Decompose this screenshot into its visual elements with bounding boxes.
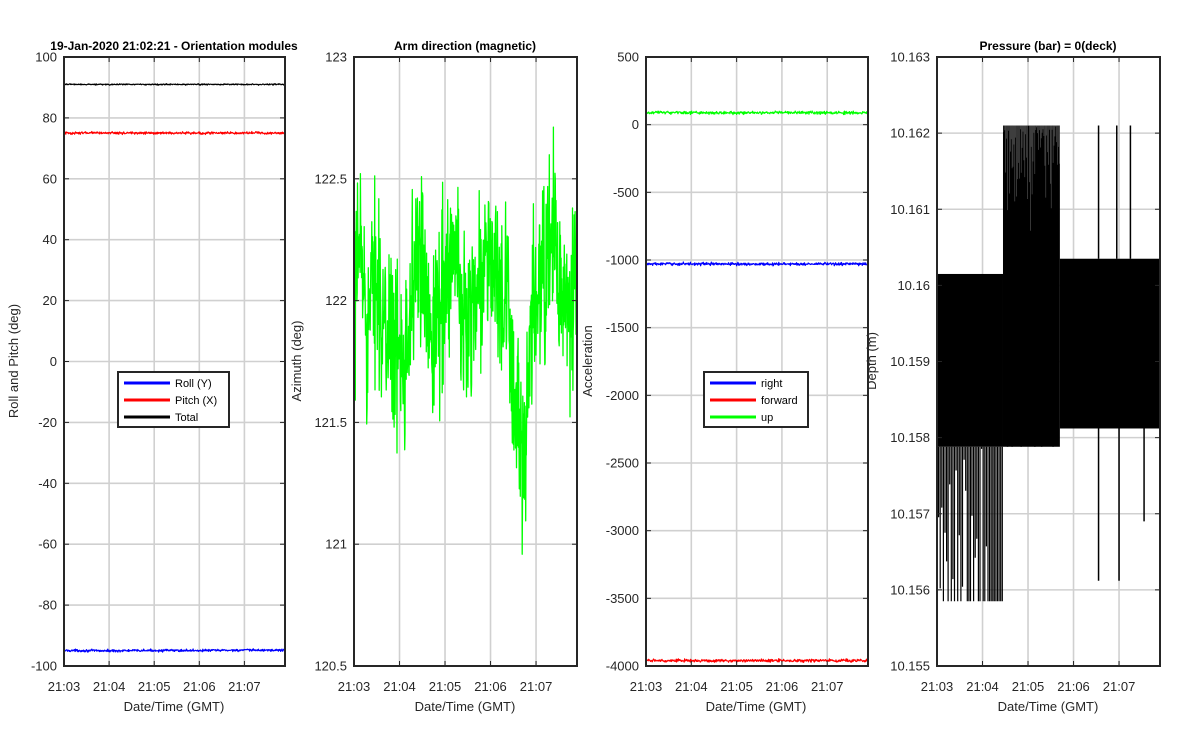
series-line-pitch-x- <box>64 130 285 136</box>
x-tick-label: 21:04 <box>93 679 126 694</box>
x-tick-label: 21:07 <box>1103 679 1136 694</box>
x-axis-label: Date/Time (GMT) <box>124 699 225 714</box>
y-axis-label: Roll and Pitch (deg) <box>6 304 21 418</box>
x-tick-label: 21:05 <box>1012 679 1045 694</box>
y-tick-label: 10.16 <box>897 278 930 293</box>
spike-cluster <box>937 446 1003 602</box>
legend-label-total: Total <box>175 412 198 424</box>
legend-label-up: up <box>761 412 773 424</box>
x-tick-label: 21:04 <box>966 679 999 694</box>
legend-label-pitch: Pitch (X) <box>175 395 217 407</box>
x-axis-label: Date/Time (GMT) <box>706 699 807 714</box>
y-tick-label: 10.158 <box>890 430 930 445</box>
x-tick-label: 21:03 <box>48 679 81 694</box>
arm-direction-panel: Arm direction (magnetic) Date/Time (GMT)… <box>289 39 578 714</box>
y-tick-label: 121 <box>325 537 347 552</box>
series-line-forward <box>646 657 868 664</box>
y-tick-label: 10.157 <box>890 506 930 521</box>
x-tick-label: 21:05 <box>429 679 462 694</box>
x-tick-label: 21:04 <box>675 679 708 694</box>
plot-area <box>64 83 285 653</box>
x-tick-label: 21:07 <box>520 679 553 694</box>
y-axis-label: Azimuth (deg) <box>289 321 304 402</box>
y-tick-label: -1000 <box>606 253 639 268</box>
y-tick-label: 10.163 <box>890 50 930 65</box>
y-tick-label: 40 <box>43 232 57 247</box>
y-tick-label: 100 <box>35 50 57 65</box>
y-tick-label: -500 <box>613 185 639 200</box>
series-depth <box>937 125 1160 602</box>
y-tick-label: -3500 <box>606 591 639 606</box>
y-tick-label: -40 <box>38 476 57 491</box>
y-tick-label: 80 <box>43 110 57 125</box>
y-tick-label: 10.155 <box>890 659 930 674</box>
grid <box>353 56 577 667</box>
y-tick-label: 10.159 <box>890 354 930 369</box>
x-tick-label: 21:03 <box>338 679 371 694</box>
pressure-panel: Pressure (bar) = 0(deck) Date/Time (GMT)… <box>864 39 1161 714</box>
axes-box <box>645 56 869 667</box>
axes-box <box>353 56 578 667</box>
y-tick-label: 0 <box>50 354 57 369</box>
series-line-up <box>646 110 868 116</box>
y-axis-label: Depth (m) <box>864 332 879 390</box>
y-tick-label: -1500 <box>606 320 639 335</box>
acceleration-panel: Date/Time (GMT) Acceleration 21:03 21:04 2… <box>580 50 869 714</box>
x-tick-label: 21:03 <box>630 679 663 694</box>
y-tick-label: -3000 <box>606 523 639 538</box>
y-tick-label: 0 <box>632 117 639 132</box>
y-tick-label: -2000 <box>606 388 639 403</box>
y-tick-label: 10.162 <box>890 126 930 141</box>
x-tick-label: 21:06 <box>766 679 799 694</box>
band-texture <box>1002 125 1060 231</box>
y-tick-label: 120.5 <box>314 659 347 674</box>
y-tick-label: 60 <box>43 171 57 186</box>
y-tick-label: 20 <box>43 293 57 308</box>
y-tick-label: -4000 <box>606 659 639 674</box>
y-tick-label: 122.5 <box>314 171 347 186</box>
panel-title: 19-Jan-2020 21:02:21 - Orientation modul… <box>50 39 298 53</box>
plot-area <box>937 125 1160 602</box>
x-tick-label: 21:07 <box>228 679 261 694</box>
y-tick-label: -20 <box>38 415 57 430</box>
y-tick-label: 123 <box>325 50 347 65</box>
y-tick-label: -80 <box>38 598 57 613</box>
y-tick-label: -60 <box>38 537 57 552</box>
legend-label-right: right <box>761 378 782 390</box>
series-line-azimuth <box>354 126 577 555</box>
series-line-total <box>64 83 285 86</box>
series-line-right <box>646 261 868 267</box>
series-line-roll-y- <box>64 648 285 653</box>
x-tick-label: 21:04 <box>383 679 416 694</box>
y-tick-label: 122 <box>325 293 347 308</box>
x-axis-label: Date/Time (GMT) <box>998 699 1099 714</box>
x-axis-label: Date/Time (GMT) <box>415 699 516 714</box>
y-axis-label: Acceleration <box>580 325 595 397</box>
legend-label-roll: Roll (Y) <box>175 378 212 390</box>
x-tick-label: 21:06 <box>474 679 507 694</box>
x-tick-label: 21:05 <box>138 679 171 694</box>
x-tick-label: 21:07 <box>811 679 844 694</box>
legend: Roll (Y) Pitch (X) Total <box>117 371 230 428</box>
y-tick-label: 10.161 <box>890 202 930 217</box>
orientation-panel: 19-Jan-2020 21:02:21 - Orientation modul… <box>6 39 298 714</box>
x-tick-label: 21:05 <box>720 679 753 694</box>
noise-band <box>1059 258 1160 429</box>
plot-area <box>354 126 577 555</box>
panel-title: Pressure (bar) = 0(deck) <box>979 39 1116 53</box>
plot-area <box>646 110 868 664</box>
x-tick-label: 21:06 <box>1057 679 1090 694</box>
y-tick-label: -100 <box>31 659 57 674</box>
x-tick-label: 21:06 <box>183 679 216 694</box>
y-tick-label: 10.156 <box>890 582 930 597</box>
legend-label-forward: forward <box>761 395 798 407</box>
y-tick-label: -2500 <box>606 456 639 471</box>
panel-title: Arm direction (magnetic) <box>394 39 536 53</box>
x-tick-label: 21:03 <box>921 679 954 694</box>
y-tick-label: 500 <box>617 50 639 65</box>
y-tick-label: 121.5 <box>314 415 347 430</box>
legend: right forward up <box>703 371 809 428</box>
noise-band <box>937 273 1003 447</box>
